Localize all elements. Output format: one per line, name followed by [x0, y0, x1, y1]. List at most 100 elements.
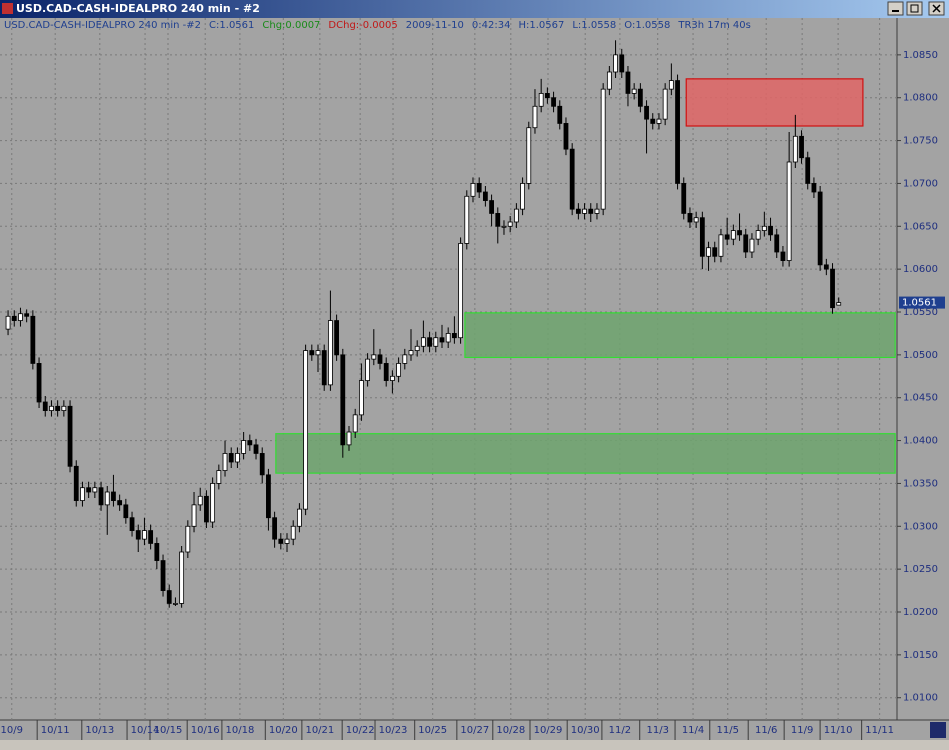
candle-body [644, 105, 649, 120]
candle-body [92, 487, 98, 493]
x-tick-label: 10/20 [269, 725, 298, 736]
candle-body [811, 183, 817, 193]
candle-body [730, 230, 736, 240]
candle-body [352, 414, 358, 433]
x-tick-label: 10/27 [460, 725, 489, 736]
candle-body [799, 135, 804, 159]
info-item: USD.CAD-CASH-IDEALPRO 240 min -#2 [4, 20, 201, 31]
candle-body [433, 337, 439, 347]
candle-body [135, 530, 141, 540]
maximize-button[interactable] [906, 1, 923, 16]
candle-body [836, 302, 842, 306]
candle-body [396, 363, 401, 377]
candle-body [507, 221, 513, 227]
candle-body [774, 234, 780, 253]
candle-body [297, 508, 302, 527]
status-bar [0, 740, 949, 750]
candle-body [582, 208, 587, 214]
y-tick-label: 1.0350 [903, 478, 938, 489]
corner-button[interactable] [930, 722, 946, 738]
candle-body [439, 337, 445, 343]
x-tick-label: 10/21 [305, 725, 334, 736]
candle-body [718, 234, 724, 257]
candle-body [253, 444, 259, 454]
y-tick-label: 1.0300 [903, 521, 938, 532]
candle-body [495, 213, 501, 227]
candle-body [786, 161, 792, 261]
candle-body [204, 495, 209, 523]
candle-body [154, 543, 160, 561]
plot-area [0, 18, 897, 720]
candle-body [80, 487, 85, 501]
candle-body [328, 320, 333, 386]
candle-body [675, 80, 680, 184]
candle-body [340, 354, 346, 446]
candle-body [408, 350, 414, 356]
candle-body [5, 315, 11, 330]
candle-body [42, 401, 48, 411]
candle-body [377, 354, 383, 364]
candle-body [235, 453, 240, 463]
candle-body [173, 603, 178, 605]
x-tick-label: 11/3 [646, 725, 668, 736]
candle-body [482, 191, 488, 201]
candle-body [724, 234, 730, 240]
candle-body [24, 313, 30, 317]
x-tick-label: 10/13 [85, 725, 114, 736]
candle-body [73, 465, 79, 501]
candle-body [631, 88, 637, 94]
candle-body [656, 118, 662, 124]
candle-body [551, 97, 556, 107]
x-tick-label: 10/22 [346, 725, 375, 736]
candle-body [464, 195, 470, 244]
y-tick-label: 1.0850 [903, 50, 938, 61]
candle-body [142, 530, 147, 540]
candle-body [557, 105, 563, 124]
candle-body [216, 470, 222, 484]
info-item: L:1.0558 [572, 20, 616, 31]
window-buttons[interactable] [887, 1, 945, 16]
candle-body [588, 208, 594, 214]
x-tick-label: 10/15 [154, 725, 183, 736]
candle-body [117, 500, 123, 506]
x-tick-label: 11/4 [682, 725, 704, 736]
candle-body [36, 363, 42, 403]
info-item: C:1.0561 [209, 20, 254, 31]
candle-body [817, 191, 823, 266]
minimize-button[interactable] [887, 1, 904, 16]
candle-body [30, 315, 36, 364]
candle-body [303, 350, 309, 510]
candle-body [532, 105, 538, 129]
y-tick-label: 1.0400 [903, 436, 938, 447]
candle-body [371, 354, 377, 360]
candle-body [544, 93, 550, 99]
candle-body [737, 230, 742, 236]
candle-body [538, 93, 544, 107]
info-item: 2009-11-10 [406, 20, 464, 31]
candle-body [98, 487, 104, 506]
candle-body [334, 320, 340, 356]
candle-body [687, 213, 693, 223]
candle-body [148, 530, 154, 544]
candle-body [67, 405, 73, 467]
x-tick-label: 10/30 [571, 725, 600, 736]
y-tick-label: 1.0500 [903, 350, 938, 361]
candle-body [668, 80, 674, 90]
candle-body [755, 230, 761, 240]
price-zone [464, 312, 896, 359]
candle-body [241, 440, 247, 454]
candle-body [290, 525, 296, 540]
candle-body [575, 208, 581, 214]
candle-body [365, 358, 371, 381]
candle-body [321, 350, 327, 386]
candle-body [86, 487, 92, 493]
x-tick-label: 10/18 [225, 725, 254, 736]
candle-body [383, 363, 389, 381]
y-tick-label: 1.0450 [903, 393, 938, 404]
candle-body [266, 474, 271, 519]
candle-body [706, 247, 711, 257]
candle-body [247, 440, 253, 446]
candle-body [681, 183, 687, 214]
price-zone [685, 78, 864, 127]
